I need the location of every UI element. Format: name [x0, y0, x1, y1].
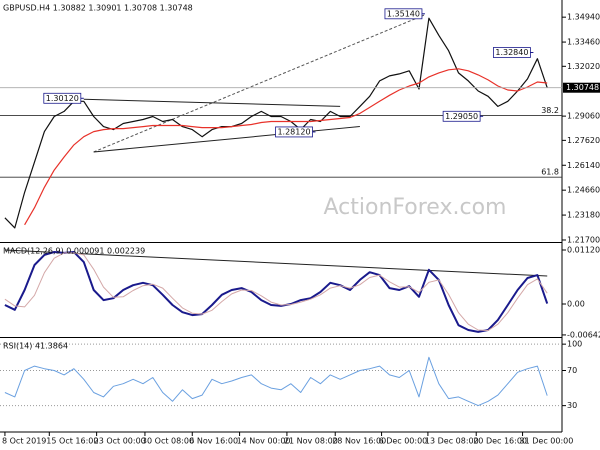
- watermark: ActionForex.com: [324, 195, 507, 220]
- trendline: [4, 249, 548, 277]
- y-tick-label: 0.00: [567, 299, 585, 308]
- series-line: [4, 251, 549, 333]
- series-line: [4, 356, 548, 407]
- x-tick-label: 20 Dec 16:00: [473, 437, 527, 446]
- panel-title: MACD(12,26,9) 0.000091 0.002239: [3, 247, 145, 256]
- trendline: [93, 14, 425, 153]
- y-tick-label: 1.29060: [567, 112, 600, 121]
- fib-level-label: 38.2: [541, 106, 559, 115]
- x-tick-label: 21 Nov 08:00: [284, 437, 338, 446]
- fib-level-label: 61.8: [541, 168, 559, 177]
- price-label: 1.29050: [445, 112, 478, 121]
- y-tick-label: 0.011209: [567, 245, 600, 254]
- y-tick-label: 1.33460: [567, 38, 600, 47]
- x-tick-label: 6 Nov 16:00: [189, 437, 238, 446]
- x-tick-label: 30 Oct 08:00: [142, 437, 194, 446]
- y-tick-label: 100: [567, 340, 582, 349]
- panel-title: GBPUSD.H4 1.30882 1.30901 1.30708 1.3074…: [3, 4, 193, 13]
- last-price-label: 1.30748: [566, 83, 599, 92]
- y-tick-label: 1.21700: [567, 235, 600, 244]
- x-tick-label: 31 Dec 00:00: [520, 437, 574, 446]
- price-label: 1.35140: [387, 9, 420, 18]
- y-tick-label: 1.27620: [567, 136, 600, 145]
- series-line: [4, 252, 548, 331]
- y-tick-label: 30: [567, 401, 577, 410]
- y-tick-label: 70: [567, 366, 577, 375]
- y-tick-label: 1.32020: [567, 62, 600, 71]
- y-tick-label: 1.26140: [567, 161, 600, 170]
- trendline: [93, 126, 360, 153]
- y-tick-label: 1.24660: [567, 186, 600, 195]
- trendline: [83, 98, 341, 107]
- x-tick-label: 13 Dec 08:00: [425, 437, 479, 446]
- y-tick-label: 1.23180: [567, 211, 600, 220]
- y-tick-label: 1.34940: [567, 13, 600, 22]
- price-label: 1.32840: [495, 48, 528, 57]
- x-tick-label: 6 Dec 00:00: [379, 437, 428, 446]
- x-tick-label: 23 Oct 00:00: [94, 437, 146, 446]
- panel-title: RSI(14) 41.3864: [3, 342, 68, 351]
- price-label: 1.30120: [46, 94, 79, 103]
- price-label: 1.28120: [277, 127, 310, 136]
- series-line: [24, 68, 548, 226]
- x-tick-label: 28 Nov 16:00: [332, 437, 386, 446]
- last-price-box: [563, 82, 600, 93]
- y-tick-label: -0.00642: [567, 330, 600, 339]
- x-tick-label: 14 Nov 00:00: [237, 437, 291, 446]
- x-tick-label: 8 Oct 2019: [2, 437, 46, 446]
- price-label-box: [493, 47, 531, 58]
- x-tick-label: 15 Oct 16:00: [46, 437, 98, 446]
